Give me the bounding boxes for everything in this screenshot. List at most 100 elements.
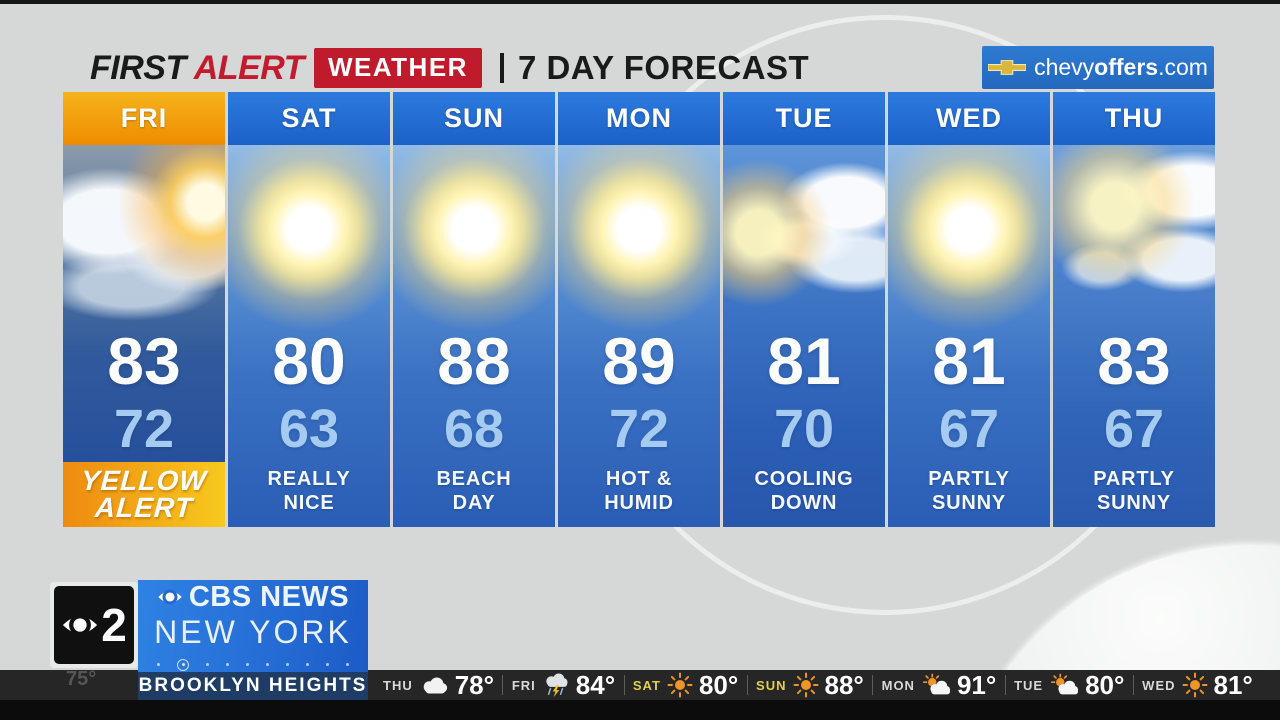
forecast-day-tue: TUE 81 70 COOLING DOWN	[723, 92, 885, 527]
low-temp: 68	[443, 399, 505, 459]
ticker-temp: 81°	[1213, 669, 1253, 700]
ticker-entry-sun: SUN 88°	[756, 670, 864, 701]
forecast-day-wed: WED 81 67 PARTLY SUNNY	[888, 92, 1050, 527]
cbs-eye-icon	[61, 606, 99, 644]
day-label: WED	[888, 92, 1050, 145]
temps: 88 68 BEACH DAY	[393, 328, 555, 515]
condition-line2: HUMID	[604, 491, 674, 514]
forecast-day-fri: FRI 83 72 YELLOW ALERT	[63, 92, 225, 527]
ticker-day: MON	[881, 677, 915, 693]
ticker-entry-tue: TUE 80°	[1014, 670, 1124, 701]
alert-line1: YELLOW	[80, 464, 209, 496]
ticker-day: TUE	[1014, 677, 1044, 693]
page-title: 7 DAY FORECAST	[517, 49, 810, 86]
ticker-day: THU	[383, 677, 413, 693]
temps: 83 67 PARTLY SUNNY	[1053, 328, 1215, 515]
high-temp: 83	[107, 324, 181, 398]
low-temp: 63	[278, 399, 340, 459]
cbs2-station-logo: 2	[50, 582, 138, 668]
condition-line1: COOLING	[754, 468, 854, 490]
sponsor-url-dotcom: .com	[1158, 54, 1208, 80]
low-temp: 67	[938, 399, 1000, 459]
cbs-news-newyork-logo: CBS NEWS NEW YORK	[138, 580, 368, 672]
forecast-day-sun: SUN 88 68 BEACH DAY	[393, 92, 555, 527]
condition-text: HOT & HUMID	[558, 468, 720, 515]
low-temp: 70	[773, 399, 835, 459]
temps: 81 70 COOLING DOWN	[723, 328, 885, 515]
brand-first: FIRST	[90, 48, 186, 87]
chevrolet-bowtie-icon	[988, 60, 1027, 75]
sky-image-sunny: 80 63 REALLY NICE	[228, 145, 390, 527]
sun-icon	[1182, 672, 1208, 698]
condition-line1: HOT &	[605, 468, 673, 490]
condition-line1: PARTLY	[928, 468, 1010, 490]
condition-text: PARTLY SUNNY	[888, 468, 1050, 515]
condition-line2: SUNNY	[1096, 491, 1171, 514]
ticker-entry-fri: FRI 84°	[512, 670, 615, 701]
forecast-ticker: THU 78° FRI 84° SAT	[383, 670, 1253, 700]
ticker-entry-mon: MON 91°	[882, 670, 997, 701]
forecast-day-mon: MON 89 72 HOT & HUMID	[558, 92, 720, 527]
forecast-day-thu: THU 83 67 PARTLY SUNNY	[1053, 92, 1215, 527]
storm-icon	[542, 673, 570, 697]
forecast-day-sat: SAT 80 63 REALLY NICE	[228, 92, 390, 527]
sun-icon	[793, 672, 819, 698]
high-temp: 80	[272, 324, 346, 398]
condition-line2: SUNNY	[931, 491, 1006, 514]
ticker-entry-wed: WED 81°	[1142, 670, 1253, 701]
condition-line1: PARTLY	[1093, 468, 1175, 490]
sky-image-sunny: 81 67 PARTLY SUNNY	[888, 145, 1050, 527]
cbs-eye-icon	[157, 584, 183, 610]
ticker-temp: 84°	[575, 669, 616, 700]
ticker-entry-thu: THU 78°	[383, 670, 494, 701]
brand-alert: ALERT	[193, 48, 305, 87]
high-temp: 81	[932, 324, 1006, 398]
network-line1: CBS NEWS	[188, 580, 350, 613]
high-temp: 89	[602, 324, 676, 398]
ticker-temp: 78°	[454, 669, 495, 700]
sky-image-sun-behind-clouds: 81 70 COOLING DOWN	[723, 145, 885, 527]
location-banner: BROOKLYN HEIGHTS	[138, 672, 368, 700]
low-temp: 67	[1103, 399, 1165, 459]
ticker-day: SUN	[756, 677, 787, 693]
condition-line1: BEACH	[436, 468, 512, 490]
ticker-divider	[746, 675, 748, 695]
high-temp: 81	[767, 324, 841, 398]
day-label: SUN	[393, 92, 555, 145]
condition-line1: REALLY	[267, 468, 351, 490]
temps: 83 72	[63, 328, 225, 456]
top-letterbox-strip	[0, 0, 1280, 4]
day-label: THU	[1053, 92, 1215, 145]
condition-text: REALLY NICE	[228, 468, 390, 515]
sponsor-url: chevyoffers.com	[1034, 54, 1208, 81]
sponsor-url-offers: offers	[1094, 54, 1159, 80]
low-temp: 72	[113, 399, 175, 459]
ticker-temp: 80°	[698, 669, 739, 700]
yellow-alert-badge: YELLOW ALERT	[63, 462, 225, 527]
sky-image-sun-and-storm-clouds: 83 72 YELLOW ALERT	[63, 145, 225, 527]
alert-line2: ALERT	[94, 491, 195, 523]
header-bar: FIRST ALERT WEATHER 7 DAY FORECAST	[90, 48, 809, 88]
brand-weather-badge: WEATHER	[313, 48, 482, 88]
high-temp: 88	[437, 324, 511, 398]
bottom-letterbox-strip	[0, 700, 1280, 720]
network-line2: NEW YORK	[154, 613, 352, 650]
ticker-divider	[872, 675, 874, 695]
sky-image-sunny: 88 68 BEACH DAY	[393, 145, 555, 527]
ticker-divider	[502, 675, 504, 695]
day-label: TUE	[723, 92, 885, 145]
channel-number: 2	[101, 599, 127, 651]
ticker-temp: 88°	[824, 669, 864, 700]
condition-text: PARTLY SUNNY	[1053, 468, 1215, 515]
sponsor-banner: chevyoffers.com	[982, 46, 1214, 89]
temps: 89 72 HOT & HUMID	[558, 328, 720, 515]
ticker-divider	[623, 675, 625, 695]
pagination-dots	[157, 658, 349, 672]
ticker-temp: 80°	[1085, 669, 1125, 700]
current-temp: 75°	[66, 668, 97, 690]
partly-sunny-icon	[1049, 673, 1079, 697]
ticker-day: WED	[1142, 677, 1176, 693]
forecast-columns: FRI 83 72 YELLOW ALERT SAT 80 63 R	[63, 92, 1215, 527]
temps: 80 63 REALLY NICE	[228, 328, 390, 515]
